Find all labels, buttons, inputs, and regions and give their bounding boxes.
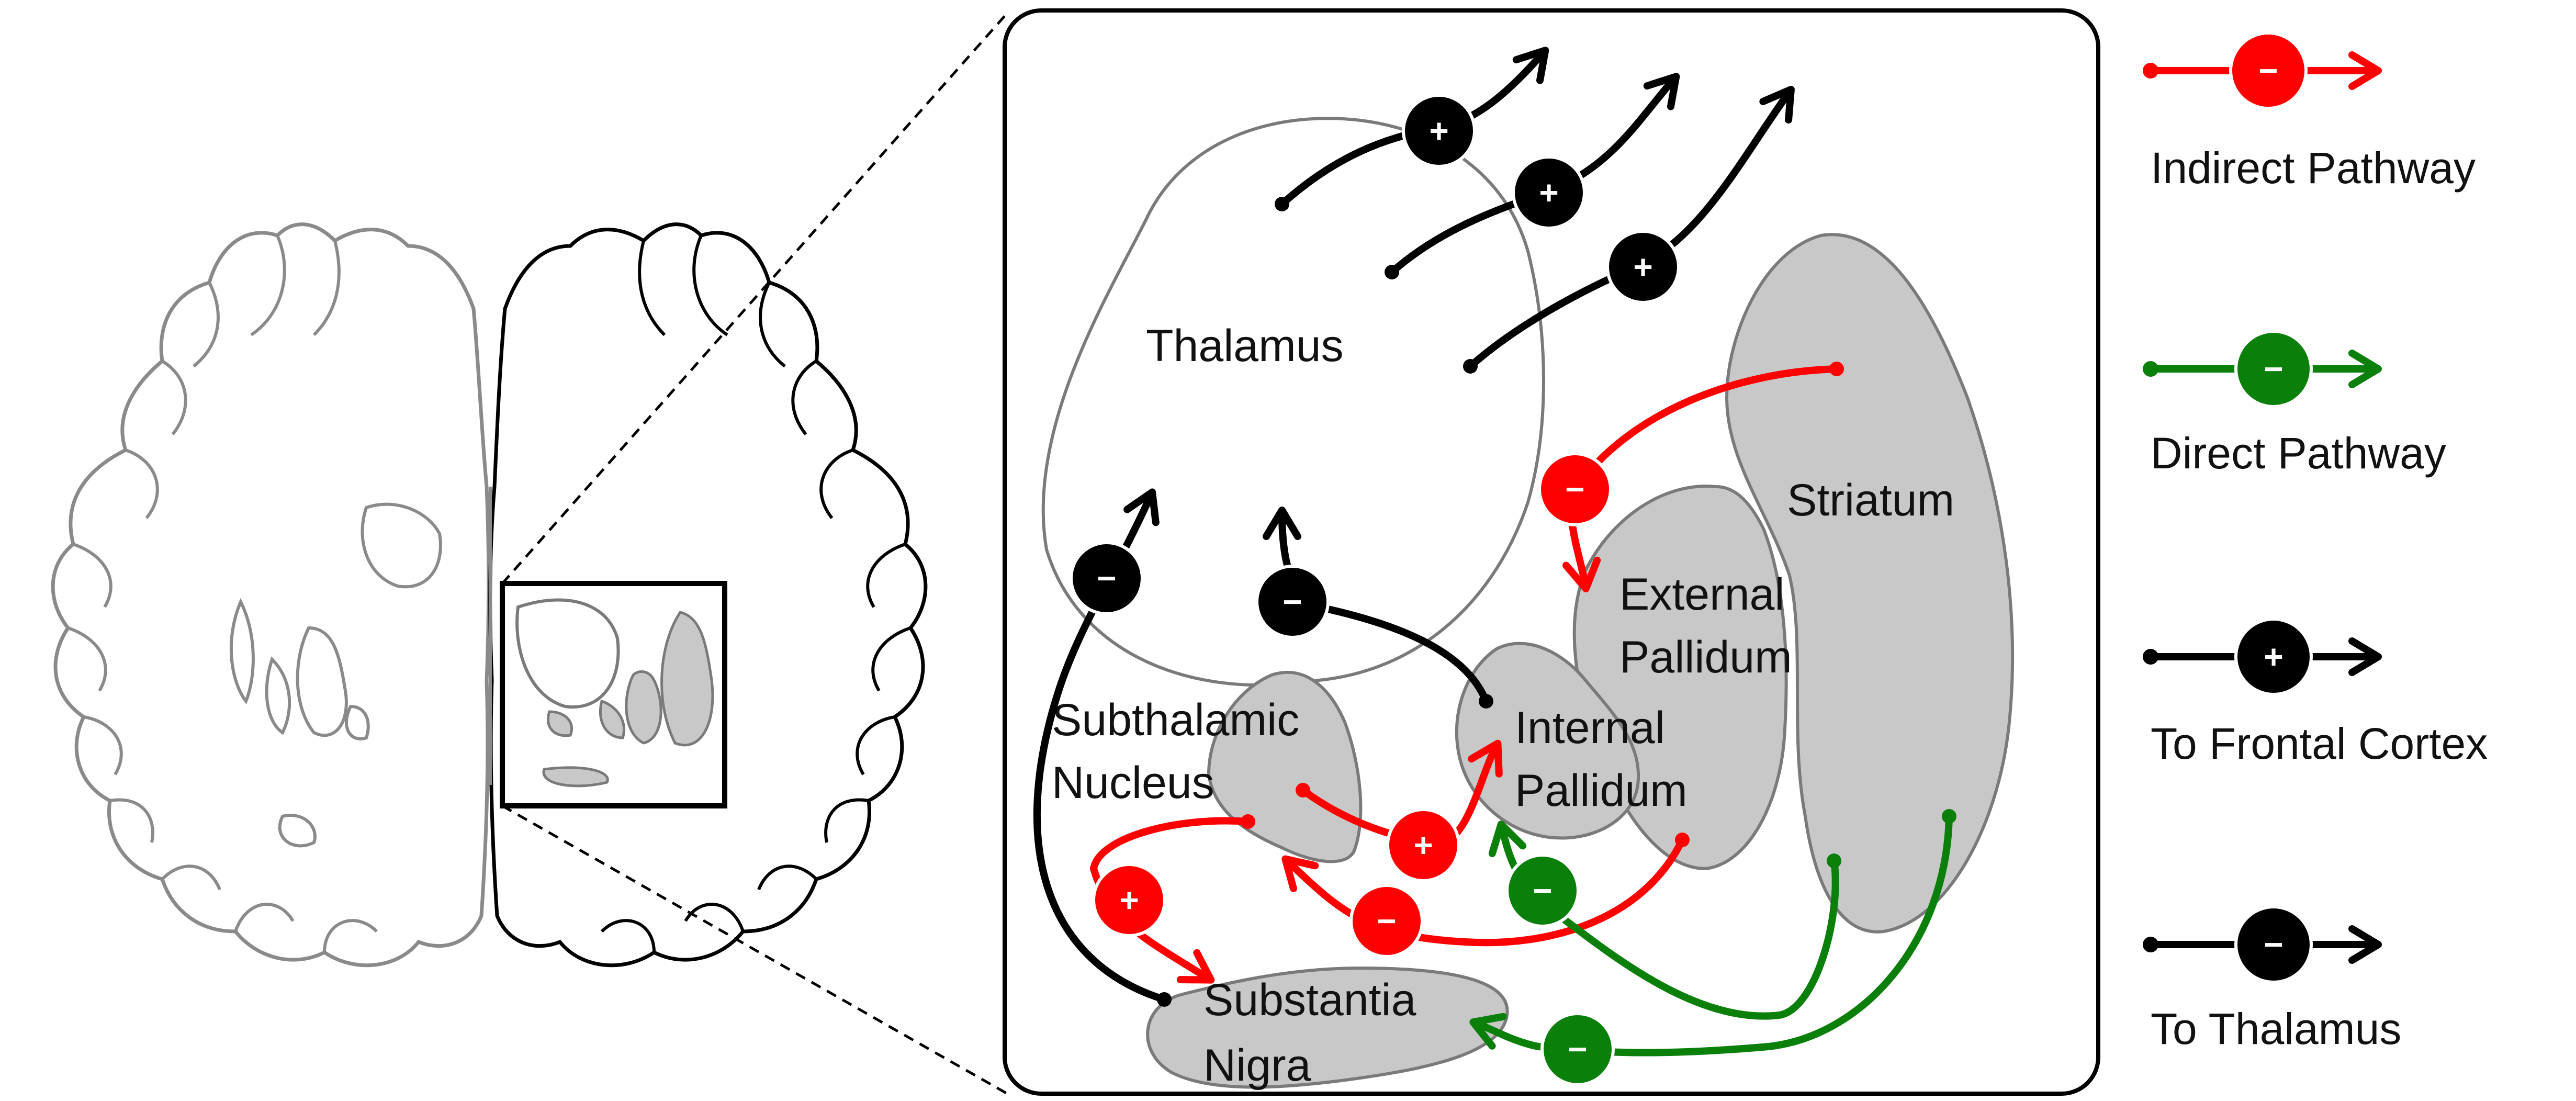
direct-striatum-to-snr [1469, 809, 1956, 1057]
right-striatum-small [660, 611, 714, 747]
frontal-plus-badge-3: + [1606, 230, 1680, 304]
frontal-plus-badge-1: + [1402, 94, 1476, 168]
subthalamic-nucleus-label-1: Subthalamic [1052, 695, 1299, 745]
subthalamic-nucleus-label-2: Nucleus [1052, 758, 1214, 808]
thalamus-region [1041, 117, 1545, 687]
svg-text:−: − [1283, 583, 1302, 621]
svg-text:−: − [1568, 1030, 1587, 1068]
right-pallidum-small [625, 670, 662, 745]
sign-badges: + + + − − − − + [1070, 94, 1680, 1086]
svg-text:−: − [2264, 350, 2283, 388]
indirect-gpe-to-stn [1281, 833, 1690, 947]
striatum-region [1725, 233, 2015, 934]
substantia-nigra-label-2: Nigra [1203, 1040, 1311, 1091]
thalamus-minus-badge-gpi: − [1255, 565, 1330, 639]
external-pallidum-label-2: Pallidum [1619, 632, 1792, 682]
frontal-plus-badge-2: + [1512, 155, 1586, 230]
svg-text:−: − [1097, 559, 1116, 597]
subthalamic-nucleus-region [1207, 670, 1363, 863]
thalamus-pathway-gpi [1263, 507, 1493, 709]
indirect-minus-badge-striatum: − [1538, 452, 1612, 526]
right-hemisphere-outline [488, 222, 928, 968]
svg-text:−: − [1565, 470, 1584, 508]
legend-item-indirect: − Indirect Pathway [2143, 31, 2476, 193]
svg-text:+: + [1413, 826, 1433, 864]
indirect-minus-badge-gpe: − [1349, 884, 1424, 958]
svg-text:+: + [1119, 881, 1139, 919]
legend-item-frontal: + To Frontal Cortex [2143, 617, 2488, 768]
indirect-plus-badge-stn-gpi: + [1386, 808, 1460, 882]
brain-section [51, 222, 928, 968]
zoom-line-top [501, 12, 1008, 585]
legend-item-direct: − Direct Pathway [2143, 330, 2446, 478]
internal-pallidum-label-1: Internal [1515, 703, 1665, 753]
left-gyri [68, 234, 378, 953]
substantia-nigra-label-1: Substantia [1203, 975, 1416, 1025]
right-thalamus-outline [515, 598, 620, 709]
direct-minus-badge-snr: − [1540, 1012, 1615, 1086]
external-pallidum-label-1: External [1619, 569, 1785, 620]
left-inner-structure [229, 502, 442, 848]
legend-label-indirect: Indirect Pathway [2151, 143, 2476, 193]
legend-item-thalamus: − To Thalamus [2143, 905, 2401, 1053]
right-gp-small [599, 699, 626, 739]
legend-label-frontal: To Frontal Cortex [2151, 719, 2488, 768]
left-hemisphere-outline [51, 222, 491, 968]
svg-text:−: − [1533, 872, 1552, 909]
svg-text:−: − [1377, 902, 1396, 940]
svg-text:+: + [1429, 112, 1448, 150]
legend: − Indirect Pathway − Direct Pathway + To… [2143, 31, 2488, 1053]
direct-minus-badge-gpi: − [1505, 853, 1580, 928]
indirect-striatum-to-gpe [1562, 362, 1844, 592]
thalamus-label: Thalamus [1146, 321, 1344, 371]
legend-label-direct: Direct Pathway [2151, 429, 2446, 478]
internal-pallidum-label-2: Pallidum [1515, 766, 1688, 816]
svg-text:+: + [2264, 638, 2283, 676]
right-gyri [600, 234, 911, 953]
right-sn-small [542, 766, 609, 788]
svg-text:−: − [2258, 52, 2278, 89]
zoom-box [500, 581, 727, 808]
internal-pallidum-region [1455, 642, 1640, 840]
legend-label-thalamus: To Thalamus [2151, 1004, 2401, 1053]
indirect-stn-to-snr [1089, 814, 1255, 984]
svg-text:+: + [1633, 248, 1652, 286]
svg-text:−: − [2264, 926, 2283, 963]
svg-text:+: + [1539, 174, 1558, 211]
substantia-nigra-region [1146, 966, 1509, 1089]
thalamus-minus-badge-snr: − [1070, 541, 1144, 615]
indirect-plus-badge-stn-snr: + [1092, 863, 1166, 937]
striatum-label: Striatum [1787, 475, 1954, 525]
right-stn-small [546, 710, 573, 737]
zoom-line-bottom [501, 804, 1008, 1095]
